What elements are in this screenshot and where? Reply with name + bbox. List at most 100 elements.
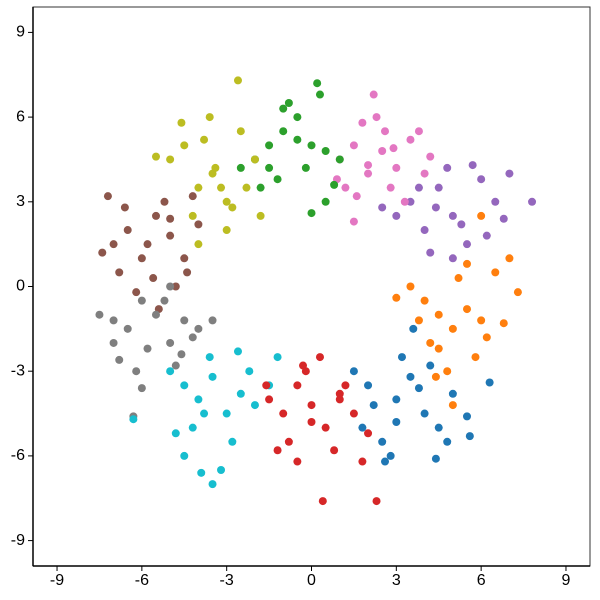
point — [273, 446, 282, 455]
point — [132, 367, 141, 376]
point — [284, 98, 293, 107]
point — [265, 395, 274, 404]
point — [381, 127, 390, 136]
point — [477, 175, 486, 184]
point — [465, 432, 474, 441]
point — [392, 395, 401, 404]
point — [180, 254, 189, 263]
point — [443, 163, 452, 172]
point — [352, 192, 361, 201]
point — [250, 155, 259, 164]
point — [349, 367, 358, 376]
point — [109, 338, 118, 347]
point — [468, 161, 477, 170]
point — [471, 353, 480, 362]
point — [151, 211, 160, 220]
point — [137, 296, 146, 305]
point — [477, 316, 486, 325]
point — [188, 333, 197, 342]
point — [151, 152, 160, 161]
x-tick-label: -3 — [220, 572, 234, 589]
point — [463, 412, 472, 421]
point — [443, 367, 452, 376]
point — [279, 127, 288, 136]
point — [160, 296, 169, 305]
point — [265, 163, 274, 172]
point — [143, 344, 152, 353]
point — [400, 197, 409, 206]
point — [222, 197, 231, 206]
point — [392, 211, 401, 220]
point — [431, 372, 440, 381]
point — [414, 183, 423, 192]
point — [463, 305, 472, 314]
point — [205, 353, 214, 362]
point — [491, 268, 500, 277]
point — [313, 79, 322, 88]
point — [250, 401, 259, 410]
point — [315, 90, 324, 99]
point — [293, 113, 302, 122]
point — [392, 293, 401, 302]
point — [414, 127, 423, 136]
point — [208, 372, 217, 381]
point — [386, 183, 395, 192]
point — [129, 415, 138, 424]
point — [434, 423, 443, 432]
point — [315, 353, 324, 362]
point — [448, 324, 457, 333]
point — [293, 135, 302, 144]
point — [448, 389, 457, 398]
point — [197, 468, 206, 477]
point — [299, 361, 308, 370]
point — [265, 141, 274, 150]
y-tick-label: -6 — [11, 447, 25, 464]
point — [482, 333, 491, 342]
point — [378, 146, 387, 155]
point — [211, 163, 220, 172]
point — [364, 161, 373, 170]
point — [194, 395, 203, 404]
point — [381, 457, 390, 466]
point — [109, 240, 118, 249]
x-tick-label: 3 — [392, 572, 401, 589]
point — [369, 401, 378, 410]
point — [284, 437, 293, 446]
point — [392, 163, 401, 172]
point — [505, 254, 514, 263]
point — [409, 324, 418, 333]
point — [137, 384, 146, 393]
point — [188, 211, 197, 220]
point — [414, 384, 423, 393]
point — [349, 141, 358, 150]
point — [256, 183, 265, 192]
x-tick-label: 6 — [477, 572, 486, 589]
point — [109, 316, 118, 325]
x-tick-label: 9 — [562, 572, 571, 589]
point — [120, 203, 129, 212]
point — [200, 409, 209, 418]
point — [426, 248, 435, 257]
point — [103, 192, 112, 201]
point — [273, 353, 282, 362]
point — [149, 274, 158, 283]
point — [414, 316, 423, 325]
point — [392, 418, 401, 427]
point — [431, 203, 440, 212]
point — [208, 316, 217, 325]
point — [482, 231, 491, 240]
point — [389, 144, 398, 153]
point — [177, 350, 186, 359]
point — [123, 226, 132, 235]
point — [217, 466, 226, 475]
point — [236, 127, 245, 136]
point — [463, 259, 472, 268]
point — [194, 324, 203, 333]
point — [222, 226, 231, 235]
point — [217, 183, 226, 192]
point — [358, 118, 367, 127]
point — [406, 282, 415, 291]
point — [166, 214, 175, 223]
y-tick-label: 0 — [16, 278, 25, 295]
point — [364, 169, 373, 178]
